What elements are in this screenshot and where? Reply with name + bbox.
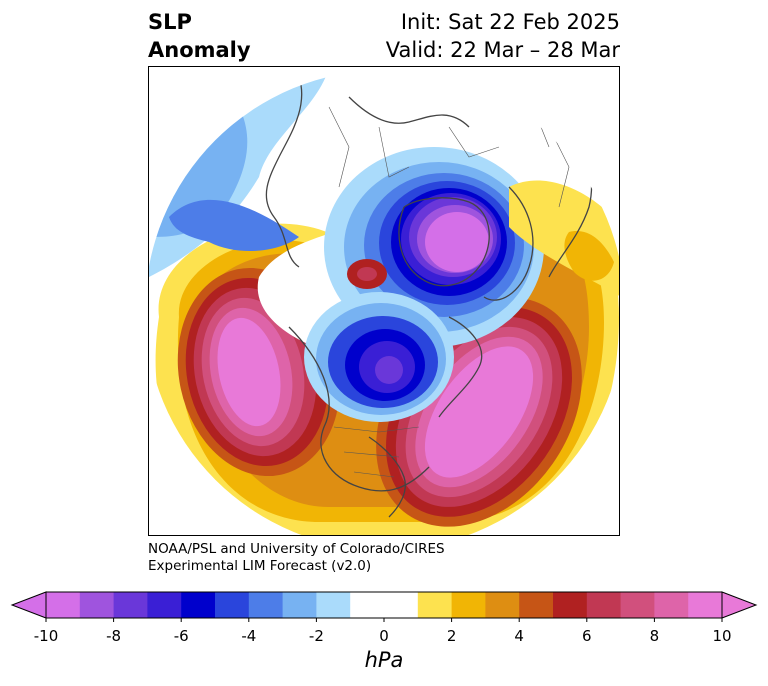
colorbar-segment bbox=[46, 592, 81, 618]
title-variable: SLP bbox=[148, 10, 192, 34]
colorbar-segment bbox=[79, 592, 115, 618]
colorbar-tick-label: -4 bbox=[241, 627, 257, 645]
colorbar-over-arrow bbox=[721, 591, 758, 619]
credit-line-1: NOAA/PSL and University of Colorado/CIRE… bbox=[148, 541, 445, 557]
credit-line-2: Experimental LIM Forecast (v2.0) bbox=[148, 558, 372, 574]
colorbar-segment bbox=[485, 592, 520, 618]
colorbar-tick-label: 4 bbox=[514, 627, 524, 645]
colorbar-segment bbox=[350, 592, 385, 618]
canada-negative-anomaly bbox=[304, 292, 454, 422]
colorbar-tick-label: 2 bbox=[446, 627, 457, 645]
colorbar-tick-label: -10 bbox=[33, 627, 59, 645]
colorbar-segment bbox=[417, 592, 453, 618]
title-right: Init: Sat 22 Feb 2025 Valid: 22 Mar – 28… bbox=[386, 8, 620, 64]
title-left: SLP Anomaly bbox=[148, 8, 251, 64]
colorbar-segment bbox=[586, 592, 622, 618]
colorbar-segment bbox=[248, 592, 284, 618]
atlantic-positive-anomaly bbox=[376, 297, 582, 527]
credit-text: NOAA/PSL and University of Colorado/CIRE… bbox=[148, 541, 445, 575]
colorbar-segment bbox=[181, 592, 216, 618]
colorbar-unit-label: hPa bbox=[364, 648, 404, 672]
colorbar-segment bbox=[654, 592, 689, 618]
map-panel bbox=[148, 66, 620, 536]
colorbar-tick-label: 10 bbox=[712, 627, 732, 645]
pacific-positive-anomaly bbox=[177, 267, 341, 477]
colorbar bbox=[10, 591, 758, 622]
colorbar-segment bbox=[688, 592, 723, 618]
colorbar-segment bbox=[282, 592, 317, 618]
valid-range: Valid: 22 Mar – 28 Mar bbox=[385, 38, 620, 62]
init-date: Init: Sat 22 Feb 2025 bbox=[400, 10, 620, 34]
colorbar-tick-label: -8 bbox=[106, 627, 122, 645]
colorbar-segment bbox=[147, 592, 182, 618]
colorbar-segment bbox=[519, 592, 554, 618]
colorbar-segment bbox=[113, 592, 148, 618]
colorbar-segment bbox=[384, 592, 419, 618]
arctic-negative-anomaly bbox=[324, 147, 544, 347]
colorbar-tick-label: 8 bbox=[649, 627, 660, 645]
anomaly-map bbox=[149, 70, 619, 535]
title-anomaly: Anomaly bbox=[148, 38, 251, 62]
colorbar-tick-label: -2 bbox=[308, 627, 324, 645]
colorbar-segment bbox=[451, 592, 486, 618]
colorbar-under-arrow bbox=[10, 591, 47, 619]
colorbar-segment bbox=[620, 592, 655, 618]
colorbar-tick-label: 6 bbox=[582, 627, 592, 645]
colorbar-segment bbox=[215, 592, 250, 618]
colorbar-segment bbox=[316, 592, 351, 618]
colorbar-segment bbox=[553, 592, 588, 618]
colorbar-tick-label: -6 bbox=[173, 627, 189, 645]
colorbar-tick-label: 0 bbox=[379, 627, 389, 645]
